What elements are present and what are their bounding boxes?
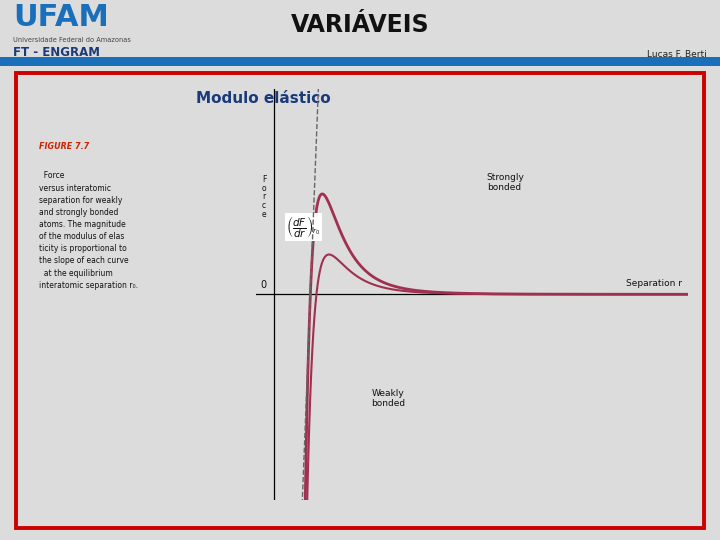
Text: Lucas F. Berti: Lucas F. Berti (647, 50, 707, 59)
Text: Modulo elástico: Modulo elástico (196, 91, 330, 106)
Text: Strongly
bonded: Strongly bonded (487, 173, 525, 192)
Text: Force
versus interatomic
separation for weakly
and strongly bonded
atoms. The ma: Force versus interatomic separation for … (40, 171, 138, 290)
Text: 0: 0 (261, 280, 266, 290)
Bar (0, 57, 720, 66)
Text: FT - ENGRAM: FT - ENGRAM (13, 46, 100, 59)
Text: F
o
r
c
e: F o r c e (262, 175, 266, 219)
Text: Weakly
bonded: Weakly bonded (372, 389, 405, 408)
Text: FIGURE 7.7: FIGURE 7.7 (40, 141, 89, 151)
Text: VARIÁVEIS: VARIÁVEIS (291, 13, 429, 37)
Text: Separation r: Separation r (626, 279, 682, 288)
Text: UFAM: UFAM (13, 3, 109, 32)
Text: $\left(\dfrac{dF}{dr}\right)_{r_0}$: $\left(\dfrac{dF}{dr}\right)_{r_0}$ (286, 214, 320, 240)
Text: Universidade Federal do Amazonas: Universidade Federal do Amazonas (13, 37, 131, 43)
